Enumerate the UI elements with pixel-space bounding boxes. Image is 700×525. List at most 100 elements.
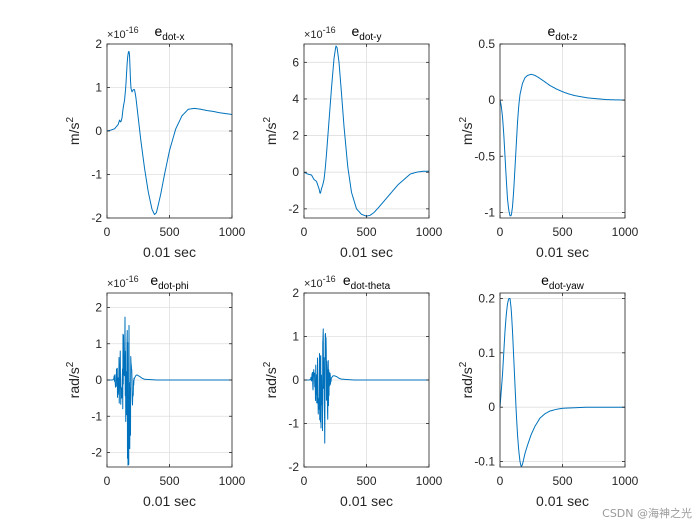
x-tick-label: 0: [104, 225, 111, 239]
y-axis-label-superscript: 2: [458, 117, 469, 123]
subplot-dot-theta: 0 500 1000 -2 -1 0 1 2 0.01 sec rad/s2 ×10-16 edot-…: [262, 272, 443, 509]
axis-exponent-base: ×10: [304, 278, 323, 290]
x-tick-label: 0: [301, 474, 308, 488]
y-tick-label: -1: [91, 409, 102, 423]
x-tick-label: 1000: [612, 225, 639, 239]
subplot-title: edot-z: [547, 23, 577, 43]
y-tick-label: -1: [91, 168, 102, 182]
axis-exponent-base: ×10: [107, 29, 126, 41]
y-tick-label: 0: [95, 124, 102, 138]
x-axis-label: 0.01 sec: [143, 493, 196, 509]
x-tick-label: 1000: [612, 474, 639, 488]
x-tick-label: 1000: [416, 474, 443, 488]
x-tick-label: 500: [159, 225, 179, 239]
y-axis-label-unit: m/s: [263, 123, 279, 146]
y-axis-label-unit: m/s: [66, 123, 82, 146]
series-line-dot-yaw: [499, 297, 625, 467]
y-axis-label-superscript: 2: [262, 361, 273, 367]
subplot-title: edot-yaw: [541, 272, 585, 292]
y-tick-label: -0.1: [474, 455, 495, 469]
y-tick-label: 2: [95, 301, 102, 315]
watermark: CSDN @海神之光: [602, 507, 692, 520]
subplot-title-subscript: dot-theta: [351, 281, 391, 292]
y-tick-label: 0.1: [478, 346, 495, 360]
y-axis-label: rad/s2: [458, 361, 475, 398]
y-tick-label: 0: [488, 93, 495, 107]
y-axis-label-superscript: 2: [458, 361, 469, 367]
subplot-title: edot-x: [154, 23, 184, 43]
axis-exponent-power: -16: [323, 25, 336, 35]
axis-exponent: ×10-16: [304, 274, 336, 290]
subplot-title-subscript: dot-phi: [158, 281, 189, 292]
subplot-title: edot-phi: [150, 272, 188, 292]
x-axis-label: 0.01 sec: [340, 244, 393, 260]
y-tick-label: -0.5: [474, 149, 495, 163]
y-tick-label: 1: [95, 81, 102, 95]
x-axis-label: 0.01 sec: [143, 244, 196, 260]
y-tick-label: 0.5: [478, 37, 495, 51]
subplot-title-subscript: dot-z: [555, 32, 577, 43]
series-line-dot-z: [499, 73, 626, 217]
y-tick-label: 4: [292, 92, 299, 106]
y-axis-label-unit: rad/s: [66, 367, 82, 398]
subplot-title-main: e: [547, 23, 555, 39]
x-axis-label: 0.01 sec: [536, 244, 589, 260]
subplot-title-main: e: [541, 272, 549, 288]
axis-exponent-base: ×10: [304, 29, 323, 41]
y-tick-label: 1: [95, 337, 102, 351]
axis-exponent-power: -16: [126, 274, 139, 284]
y-tick-label: 1: [292, 330, 299, 344]
y-tick-label: 6: [292, 55, 299, 69]
x-tick-label: 500: [356, 474, 376, 488]
axis-exponent-power: -16: [126, 25, 139, 35]
y-tick-label: -2: [288, 202, 299, 216]
x-axis-label: 0.01 sec: [536, 493, 589, 509]
subplot-title-main: e: [343, 272, 351, 288]
y-axis-label-superscript: 2: [262, 117, 273, 123]
x-tick-label: 0: [301, 225, 308, 239]
y-axis-label: rad/s2: [262, 361, 279, 398]
subplot-title-subscript: dot-y: [359, 32, 381, 43]
subplot-dot-z: 0 500 1000 -1 -0.5 0 0.5 0.01 sec m/s2 edot-z: [458, 23, 639, 260]
x-tick-label: 0: [104, 474, 111, 488]
axis-exponent: ×10-16: [107, 274, 139, 290]
y-tick-label: -1: [288, 417, 299, 431]
y-tick-label: 0: [95, 373, 102, 387]
y-tick-label: -2: [288, 460, 299, 474]
x-tick-label: 500: [356, 225, 376, 239]
y-tick-label: -2: [91, 446, 102, 460]
x-tick-label: 0: [497, 225, 504, 239]
x-axis-label: 0.01 sec: [340, 493, 393, 509]
y-tick-label: 0.2: [478, 291, 495, 305]
y-tick-label: 0: [488, 400, 495, 414]
y-tick-label: 2: [292, 129, 299, 143]
y-axis-label-unit: m/s: [459, 123, 475, 146]
y-tick-label: 0: [292, 165, 299, 179]
y-axis-label: rad/s2: [65, 361, 82, 398]
y-axis-label-unit: rad/s: [459, 367, 475, 398]
y-axis-label: m/s2: [65, 117, 82, 146]
y-axis-label: m/s2: [262, 117, 279, 146]
subplot-dot-yaw: 0 500 1000-0.100.10.20.01 secrad/s2edot-ya…: [458, 272, 639, 509]
x-tick-label: 500: [552, 225, 572, 239]
y-axis-label-superscript: 2: [65, 117, 76, 123]
y-tick-label: 2: [292, 286, 299, 300]
y-tick-label: -2: [91, 211, 102, 225]
y-tick-label: 0: [292, 373, 299, 387]
series-line-dot-phi: [106, 316, 233, 466]
axis-exponent-base: ×10: [107, 278, 126, 290]
y-axis-label-superscript: 2: [65, 361, 76, 367]
y-tick-label: 2: [95, 37, 102, 51]
axis-exponent: ×10-16: [107, 25, 139, 41]
subplot-title-subscript: dot-yaw: [549, 281, 585, 292]
series-line-dot-x: [106, 50, 233, 216]
series-line-dot-theta: [303, 328, 430, 444]
axis-exponent: ×10-16: [304, 25, 336, 41]
subplot-title: edot-theta: [343, 272, 391, 292]
x-tick-label: 500: [159, 474, 179, 488]
subplot-title-main: e: [150, 272, 158, 288]
